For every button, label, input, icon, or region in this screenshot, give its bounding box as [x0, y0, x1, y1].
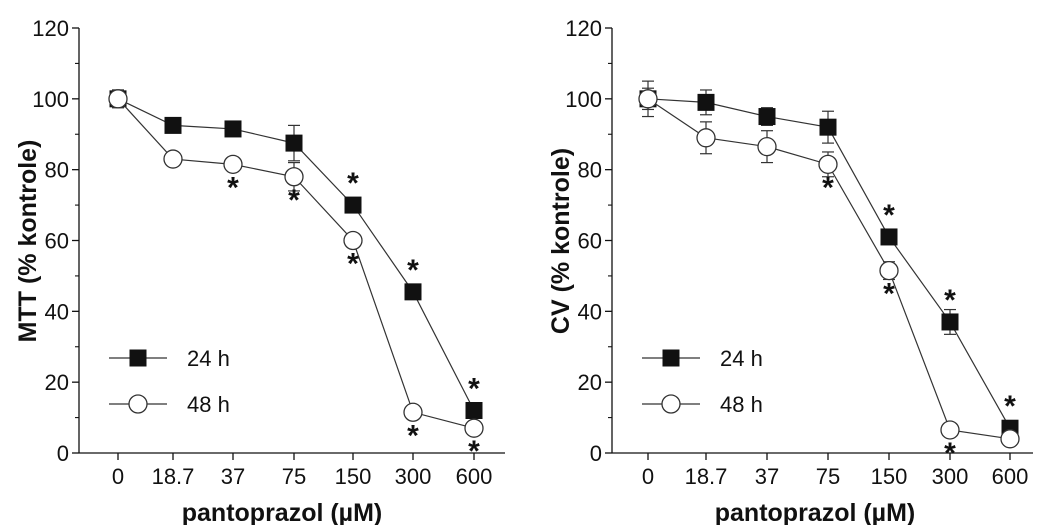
- mtt-x-tick-label: 300: [395, 464, 432, 489]
- mtt-panel: MTT (% kontrole) pantoprazol (µM) 0 20 40 6…: [14, 16, 505, 525]
- cv-significance-star: *: [883, 278, 895, 311]
- mtt-data-point: [164, 116, 182, 134]
- mtt-y-tick-label: 0: [57, 441, 69, 466]
- mtt-data-point: [404, 283, 422, 301]
- cv-y-axis-title: CV (% kontrole): [547, 148, 575, 334]
- cv-data-point: [941, 313, 959, 331]
- mtt-data-point: [403, 402, 423, 422]
- cv-panel: CV (% kontrole) pantoprazol (µM) 0 20 40 60…: [547, 16, 1033, 525]
- mtt-data-point: [344, 196, 362, 214]
- mtt-x-axis-title: pantoprazol (µM): [182, 499, 383, 525]
- mtt-data-point: [284, 167, 304, 187]
- cv-data-point: [879, 260, 899, 281]
- mtt-significance-star: *: [288, 184, 300, 217]
- cv-significance-star: *: [944, 437, 956, 470]
- mtt-significance-star: *: [347, 167, 359, 200]
- cv-y-tick-label: 0: [590, 441, 602, 466]
- cv-x-tick-label: 75: [816, 464, 840, 489]
- cv-significance-star: *: [883, 199, 895, 232]
- mtt-legend-label: 24 h: [187, 346, 230, 371]
- cv-x-tick-label: 600: [992, 464, 1029, 489]
- mtt-data-point: [163, 149, 183, 169]
- cv-legend-label: 24 h: [720, 346, 763, 371]
- cv-data-point: [940, 420, 960, 440]
- mtt-x-tick-label: 37: [221, 464, 245, 489]
- mtt-x-tick-label: 600: [456, 464, 493, 489]
- cv-significance-star: *: [822, 171, 834, 204]
- mtt-x-tick-label: 0: [112, 464, 124, 489]
- mtt-x-tick-label: 150: [335, 464, 372, 489]
- mtt-significance-star: *: [468, 435, 480, 468]
- cv-data-point: [638, 89, 658, 109]
- cv-x-tick-label: 150: [871, 464, 908, 489]
- mtt-legend-marker: [128, 394, 148, 414]
- mtt-data-point: [223, 154, 243, 175]
- cv-data-point: [818, 154, 838, 175]
- cv-x-tick-label: 300: [932, 464, 969, 489]
- cv-significance-star: *: [1004, 390, 1016, 423]
- cv-x-tick-label: 37: [755, 464, 779, 489]
- cv-y-tick-label: 80: [578, 158, 602, 183]
- mtt-y-tick-label: 80: [45, 158, 69, 183]
- cv-data-point: [697, 93, 715, 111]
- cv-x-tick-label: 0: [642, 464, 654, 489]
- mtt-data-point: [465, 402, 483, 419]
- cv-x-tick-label: 18.7: [685, 464, 728, 489]
- mtt-data-point: [343, 230, 363, 251]
- cv-data-point: [880, 228, 898, 246]
- mtt-data-point: [224, 120, 242, 138]
- cv-legend-marker: [662, 349, 680, 367]
- mtt-legend-marker: [129, 349, 147, 367]
- mtt-significance-star: *: [407, 419, 419, 452]
- cv-legend-marker: [661, 394, 681, 414]
- cv-x-axis-title: pantoprazol (µM): [715, 499, 916, 525]
- mtt-significance-star: *: [468, 373, 480, 406]
- mtt-significance-star: *: [347, 248, 359, 281]
- mtt-y-tick-label: 40: [45, 299, 69, 324]
- cv-data-point: [758, 108, 776, 126]
- cv-significance-star: *: [944, 284, 956, 317]
- cv-y-tick-label: 20: [578, 370, 602, 395]
- mtt-significance-star: *: [407, 254, 419, 287]
- cv-data-point: [696, 128, 716, 148]
- cv-y-tick-label: 120: [565, 16, 602, 41]
- cv-data-point: [1000, 429, 1020, 449]
- cv-y-tick-label: 100: [565, 87, 602, 112]
- mtt-y-tick-label: 120: [32, 16, 69, 41]
- mtt-significance-star: *: [227, 171, 239, 204]
- mtt-x-tick-label: 75: [282, 464, 306, 489]
- mtt-x-tick-label: 18.7: [152, 464, 195, 489]
- mtt-legend-label: 48 h: [187, 392, 230, 417]
- mtt-y-tick-label: 60: [45, 229, 69, 254]
- cv-series-line: [647, 98, 1011, 440]
- mtt-data-point: [285, 134, 303, 152]
- mtt-y-tick-label: 100: [32, 87, 69, 112]
- cv-data-point: [819, 118, 837, 136]
- cv-series-line: [647, 98, 1011, 429]
- mtt-y-axis-title: MTT (% kontrole): [14, 140, 42, 343]
- mtt-data-point: [464, 418, 484, 438]
- cv-y-tick-label: 60: [578, 229, 602, 254]
- cv-data-point: [757, 136, 777, 157]
- mtt-data-point: [108, 89, 128, 109]
- cv-legend-label: 48 h: [720, 392, 763, 417]
- cv-y-tick-label: 40: [578, 299, 602, 324]
- mtt-y-tick-label: 20: [45, 370, 69, 395]
